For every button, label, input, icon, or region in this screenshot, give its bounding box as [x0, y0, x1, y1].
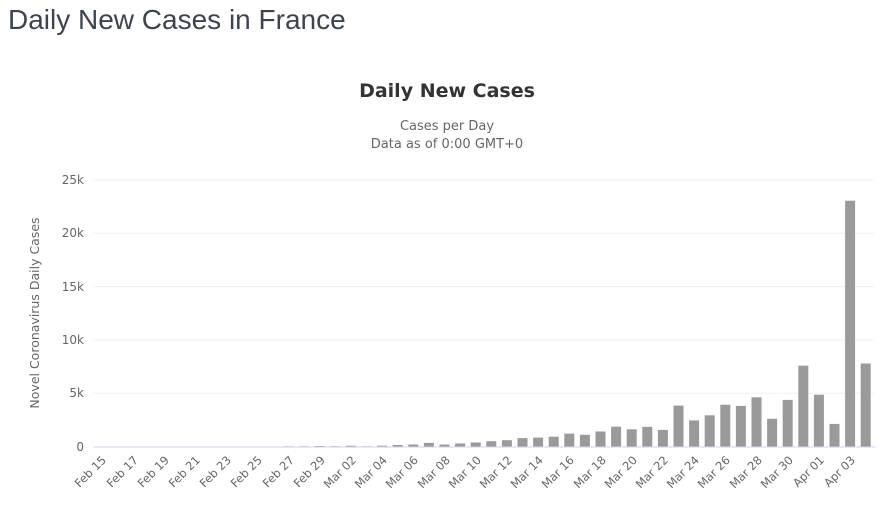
bar-mar-31[interactable]	[798, 365, 809, 447]
bar-mar-20[interactable]	[626, 429, 637, 447]
bar-mar-29[interactable]	[767, 418, 778, 447]
y-tick-label-5k: 5k	[69, 386, 84, 401]
chart-title: Daily New Cases	[359, 80, 535, 102]
chart-subtitle-line1: Cases per Day	[399, 119, 495, 134]
bar-mar-22[interactable]	[657, 429, 668, 447]
plot-area[interactable]	[0, 48, 882, 505]
bar-apr-04[interactable]	[860, 363, 871, 447]
bar-mar-12[interactable]	[501, 440, 512, 447]
y-tick-label-25k: 25k	[61, 173, 84, 187]
bar-mar-15[interactable]	[548, 436, 559, 447]
bar-feb-29[interactable]	[314, 446, 325, 447]
yaxis-title: Novel Coronavirus Daily Cases	[27, 217, 42, 409]
bar-mar-28[interactable]	[751, 397, 762, 447]
bar-mar-01[interactable]	[330, 446, 341, 447]
bar-mar-17[interactable]	[579, 434, 590, 447]
daily-new-cases-chart: Daily New Cases Cases per Day Data as of…	[0, 48, 882, 505]
chart-subtitle-line2: Data as of 0:00 GMT+0	[370, 137, 524, 152]
y-tick-label-20k: 20k	[61, 226, 84, 241]
bar-mar-04[interactable]	[377, 445, 388, 447]
bar-mar-09[interactable]	[455, 443, 466, 447]
y-tick-label-10k: 10k	[61, 332, 84, 347]
page-title: Daily New Cases in France	[8, 4, 346, 35]
bar-mar-11[interactable]	[486, 441, 497, 447]
bar-mar-10[interactable]	[470, 442, 481, 447]
bar-mar-25[interactable]	[704, 415, 715, 447]
bar-mar-27[interactable]	[735, 405, 746, 447]
bar-apr-02[interactable]	[829, 423, 840, 447]
chart-subtitle: Cases per Day Data as of 0:00 GMT+0	[12, 118, 882, 154]
bar-mar-07[interactable]	[423, 442, 434, 447]
bar-mar-16[interactable]	[564, 433, 575, 447]
bar-mar-24[interactable]	[689, 420, 700, 447]
y-tick-label-0: 0	[76, 439, 84, 454]
bar-mar-19[interactable]	[611, 426, 622, 447]
bar-apr-01[interactable]	[813, 394, 824, 447]
bar-apr-03[interactable]	[845, 200, 856, 447]
bar-mar-06[interactable]	[408, 444, 419, 447]
bar-mar-14[interactable]	[533, 437, 544, 447]
bar-mar-30[interactable]	[782, 399, 793, 447]
bar-mar-18[interactable]	[595, 431, 606, 447]
bar-mar-26[interactable]	[720, 404, 731, 447]
bar-mar-13[interactable]	[517, 438, 528, 447]
bar-mar-05[interactable]	[392, 445, 403, 447]
bar-mar-02[interactable]	[345, 445, 356, 447]
bar-mar-23[interactable]	[673, 405, 684, 447]
y-tick-label-15k: 15k	[61, 279, 84, 294]
bar-mar-08[interactable]	[439, 444, 450, 447]
bar-mar-21[interactable]	[642, 426, 653, 447]
